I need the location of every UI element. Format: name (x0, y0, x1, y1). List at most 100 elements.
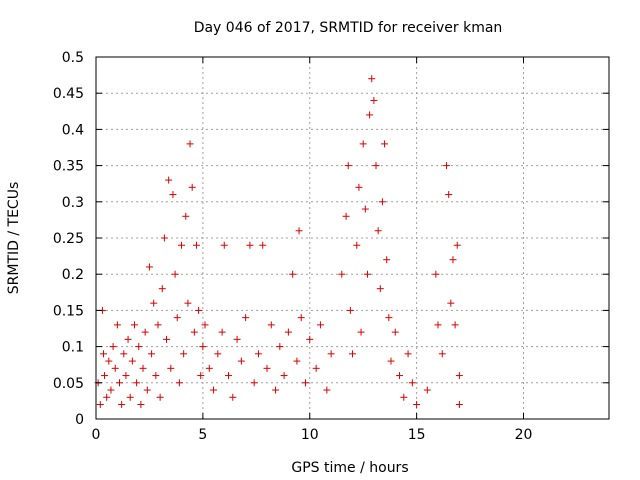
data-point (254, 350, 262, 358)
data-point (361, 205, 369, 213)
axis-ticks (95, 56, 609, 420)
data-point (366, 111, 374, 119)
data-point (242, 314, 250, 322)
data-point (182, 212, 190, 220)
data-point (383, 256, 391, 264)
data-point (128, 357, 136, 365)
y-tick-label: 0.4 (62, 122, 84, 138)
data-point (349, 350, 356, 358)
data-point (165, 176, 173, 184)
data-point (370, 96, 378, 104)
data-point (156, 393, 164, 401)
data-point (455, 372, 463, 380)
data-point (378, 198, 386, 206)
y-tick-label: 0.45 (53, 86, 84, 102)
data-point (323, 386, 331, 394)
data-point (280, 372, 288, 380)
data-point (116, 379, 124, 387)
data-point (293, 357, 301, 365)
data-point (297, 314, 305, 322)
data-point (180, 350, 188, 358)
data-point (295, 227, 303, 235)
data-point (353, 241, 361, 249)
data-point (344, 162, 352, 170)
x-axis-label: GPS time / hours (291, 460, 408, 476)
data-point (327, 350, 335, 358)
x-tick-label: 15 (408, 427, 426, 443)
data-point (111, 364, 119, 372)
data-point (396, 372, 404, 380)
data-point (374, 227, 382, 235)
data-point (250, 379, 258, 387)
data-point (145, 263, 153, 271)
data-point (135, 343, 143, 351)
y-tick-labels: 0 0.05 0.1 0.15 0.2 0.25 0.3 0.35 0.4 0.45 0.5 (53, 50, 84, 428)
data-point (423, 386, 431, 394)
data-point (438, 350, 446, 358)
data-point (229, 393, 237, 401)
data-point (346, 306, 354, 314)
data-point (451, 321, 459, 329)
data-point (113, 321, 121, 329)
y-tick-label: 0.3 (62, 195, 84, 211)
data-point (449, 256, 457, 264)
data-point (455, 401, 463, 409)
data-point (246, 241, 254, 249)
data-point (158, 285, 166, 293)
data-point (385, 314, 393, 322)
y-tick-label: 0.2 (62, 267, 84, 283)
data-point (199, 343, 207, 351)
data-point (447, 299, 455, 307)
data-point (160, 234, 168, 242)
data-point (357, 328, 365, 336)
data-point (163, 335, 171, 343)
x-tick-label: 0 (92, 427, 101, 443)
data-point (272, 386, 280, 394)
data-point (184, 299, 192, 307)
data-point (259, 241, 267, 249)
data-point (201, 321, 209, 329)
y-tick-label: 0.15 (53, 303, 84, 319)
y-tick-label: 0 (75, 412, 84, 428)
data-point (214, 350, 222, 358)
data-point (122, 372, 130, 380)
data-point (105, 357, 113, 365)
data-point (404, 350, 412, 358)
data-point (372, 162, 380, 170)
data-point (338, 270, 346, 278)
data-point (391, 328, 399, 336)
data-point (120, 350, 128, 358)
data-point (150, 299, 158, 307)
data-point (175, 379, 183, 387)
data-point (355, 183, 363, 191)
data-point (99, 350, 107, 358)
y-axis-label: SRMTID / TECUs (6, 182, 22, 295)
data-point (101, 372, 109, 380)
data-point (190, 328, 198, 336)
x-tick-label: 5 (198, 427, 207, 443)
data-point (381, 140, 389, 148)
x-tick-label: 20 (515, 427, 533, 443)
data-point (143, 386, 151, 394)
data-point (225, 372, 233, 380)
data-point (205, 364, 213, 372)
data-point (195, 306, 203, 314)
data-point (434, 321, 442, 329)
data-point (432, 270, 440, 278)
data-point (218, 328, 226, 336)
data-point (124, 335, 132, 343)
data-point (192, 241, 200, 249)
data-point (137, 401, 145, 409)
data-point (173, 314, 181, 322)
y-tick-label: 0.35 (53, 159, 84, 175)
data-point (359, 140, 367, 148)
data-point (103, 393, 111, 401)
data-point (197, 372, 205, 380)
data-point (368, 75, 376, 83)
data-point (109, 343, 117, 351)
data-point (133, 379, 141, 387)
data-point (237, 357, 245, 365)
data-point (169, 191, 177, 199)
x-tick-labels: 0 5 10 15 20 (92, 427, 533, 443)
data-point (171, 270, 179, 278)
